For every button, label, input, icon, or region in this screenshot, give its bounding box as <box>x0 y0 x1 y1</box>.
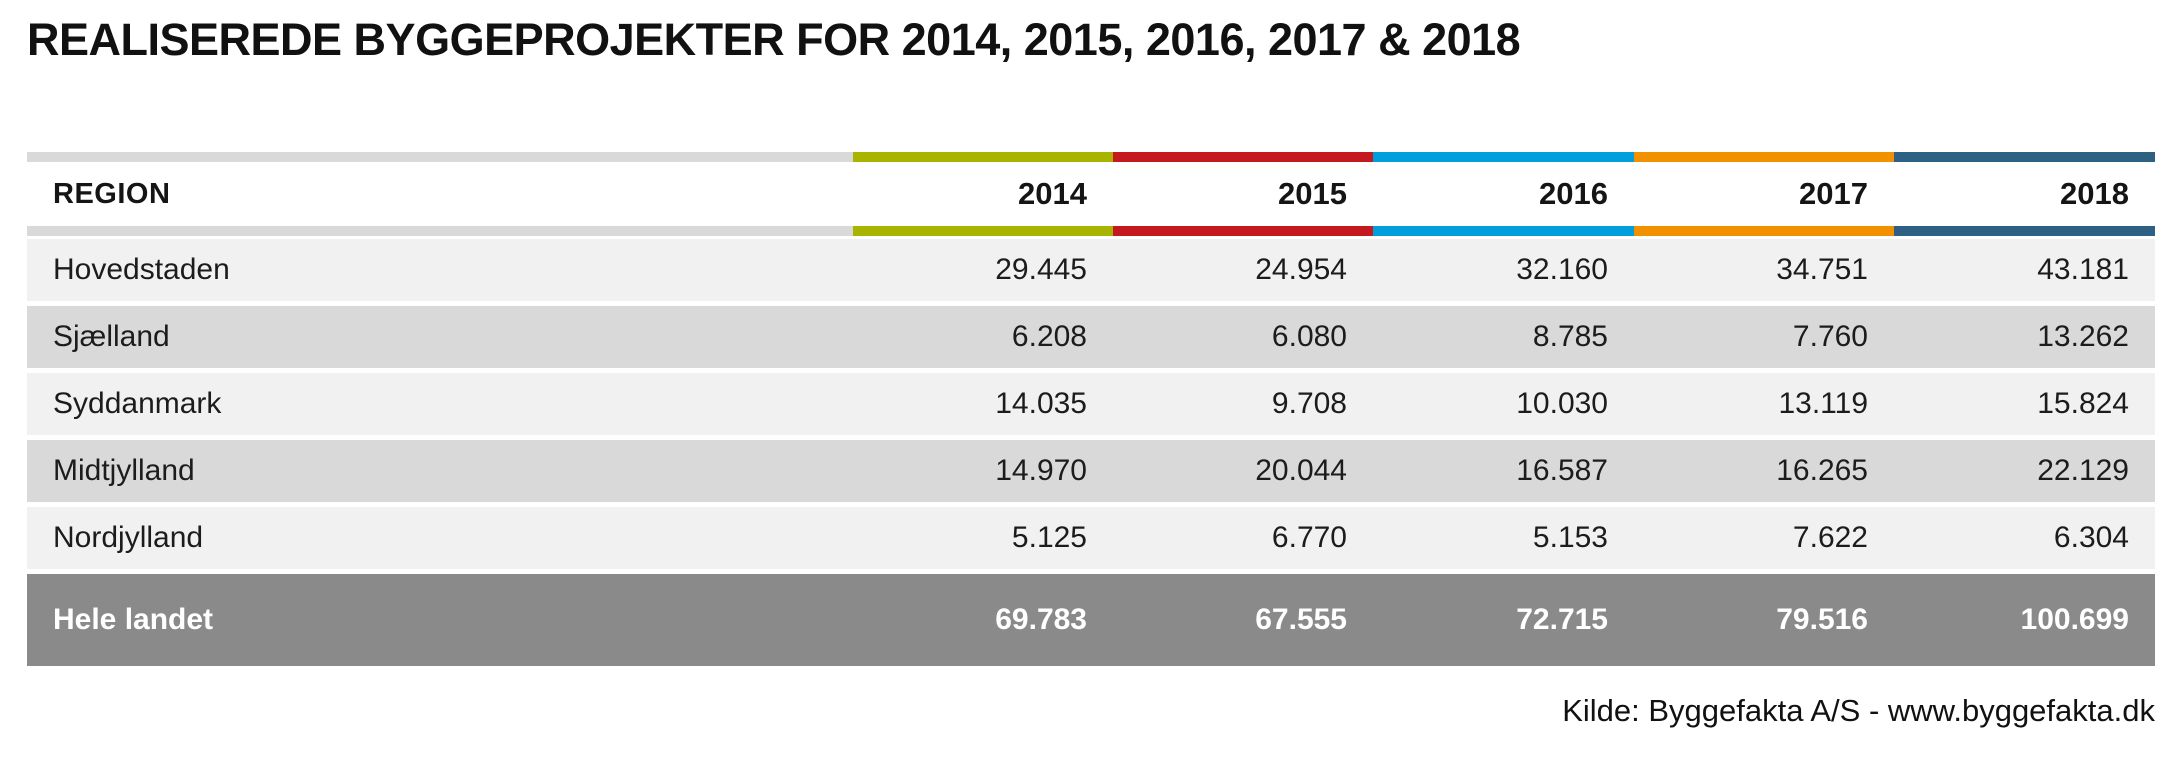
year-bar-2015 <box>1113 226 1373 236</box>
source-credit: Kilde: Byggefakta A/S - www.byggefakta.d… <box>1562 693 2155 728</box>
value-cell: 34.751 <box>1776 253 1868 286</box>
value-cell: 14.970 <box>995 454 1087 487</box>
year-bar-2018 <box>1894 152 2155 162</box>
total-value-cell: 67.555 <box>1255 603 1347 636</box>
total-region-cell: Hele landet <box>53 603 214 636</box>
table-header-row: REGION 2014 2015 2016 2017 2018 <box>27 162 2155 226</box>
value-cell: 10.030 <box>1516 387 1608 420</box>
value-cell: 43.181 <box>2037 253 2129 286</box>
year-bar-2015 <box>1113 152 1373 162</box>
value-cell: 29.445 <box>995 253 1087 286</box>
value-cell: 16.587 <box>1516 454 1608 487</box>
data-table: REGION 2014 2015 2016 2017 2018 Hovedsta… <box>27 152 2155 666</box>
year-bar-2016 <box>1373 226 1634 236</box>
header-bottom-bar <box>27 226 2155 236</box>
value-cell: 6.304 <box>2053 521 2129 554</box>
year-bar-2014 <box>853 152 1113 162</box>
value-cell: 14.035 <box>995 387 1087 420</box>
year-bar-2018 <box>1894 226 2155 236</box>
year-header-2017: 2017 <box>1799 176 1868 211</box>
region-cell: Hovedstaden <box>53 253 230 286</box>
value-cell: 32.160 <box>1516 253 1608 286</box>
region-bar-segment <box>27 226 853 236</box>
value-cell: 24.954 <box>1255 253 1347 286</box>
year-header-2016: 2016 <box>1539 176 1608 211</box>
table-row-midtjylland: Midtjylland 14.970 20.044 16.587 16.265 … <box>27 440 2155 502</box>
header-top-bar <box>27 152 2155 162</box>
value-cell: 9.708 <box>1271 387 1347 420</box>
total-value-cell: 79.516 <box>1776 603 1868 636</box>
value-cell: 8.785 <box>1532 320 1608 353</box>
value-cell: 22.129 <box>2037 454 2129 487</box>
table-row-sjaelland: Sjælland 6.208 6.080 8.785 7.760 13.262 <box>27 306 2155 368</box>
table-row-total: Hele landet 69.783 67.555 72.715 79.516 … <box>27 574 2155 666</box>
total-value-cell: 69.783 <box>995 603 1087 636</box>
table-row-syddanmark: Syddanmark 14.035 9.708 10.030 13.119 15… <box>27 373 2155 435</box>
region-cell: Nordjylland <box>53 521 204 554</box>
region-cell: Syddanmark <box>53 387 222 420</box>
page-title: REALISEREDE BYGGEPROJEKTER FOR 2014, 201… <box>27 14 1521 65</box>
year-header-2014: 2014 <box>1018 176 1087 211</box>
infographic-page: REALISEREDE BYGGEPROJEKTER FOR 2014, 201… <box>0 14 2184 729</box>
value-cell: 20.044 <box>1255 454 1347 487</box>
value-cell: 13.119 <box>1778 387 1868 420</box>
year-bar-2016 <box>1373 152 1634 162</box>
value-cell: 7.760 <box>1792 320 1868 353</box>
value-cell: 13.262 <box>2037 320 2129 353</box>
year-bar-2014 <box>853 226 1113 236</box>
region-column-header: REGION <box>53 177 171 210</box>
region-bar-segment <box>27 152 853 162</box>
table-body: Hovedstaden 29.445 24.954 32.160 34.751 … <box>27 239 2155 666</box>
table-row-hovedstaden: Hovedstaden 29.445 24.954 32.160 34.751 … <box>27 239 2155 301</box>
region-cell: Midtjylland <box>53 454 195 487</box>
value-cell: 15.824 <box>2037 387 2129 420</box>
value-cell: 5.153 <box>1532 521 1608 554</box>
year-bar-2017 <box>1634 152 1894 162</box>
value-cell: 16.265 <box>1776 454 1868 487</box>
year-header-2015: 2015 <box>1278 176 1347 211</box>
year-header-2018: 2018 <box>2060 176 2129 211</box>
value-cell: 6.080 <box>1271 320 1347 353</box>
value-cell: 6.770 <box>1271 521 1347 554</box>
region-cell: Sjælland <box>53 320 170 353</box>
value-cell: 5.125 <box>1011 521 1087 554</box>
total-value-cell: 100.699 <box>2020 603 2129 636</box>
year-bar-2017 <box>1634 226 1894 236</box>
value-cell: 7.622 <box>1792 521 1868 554</box>
table-row-nordjylland: Nordjylland 5.125 6.770 5.153 7.622 6.30… <box>27 507 2155 569</box>
total-value-cell: 72.715 <box>1516 603 1608 636</box>
value-cell: 6.208 <box>1011 320 1087 353</box>
